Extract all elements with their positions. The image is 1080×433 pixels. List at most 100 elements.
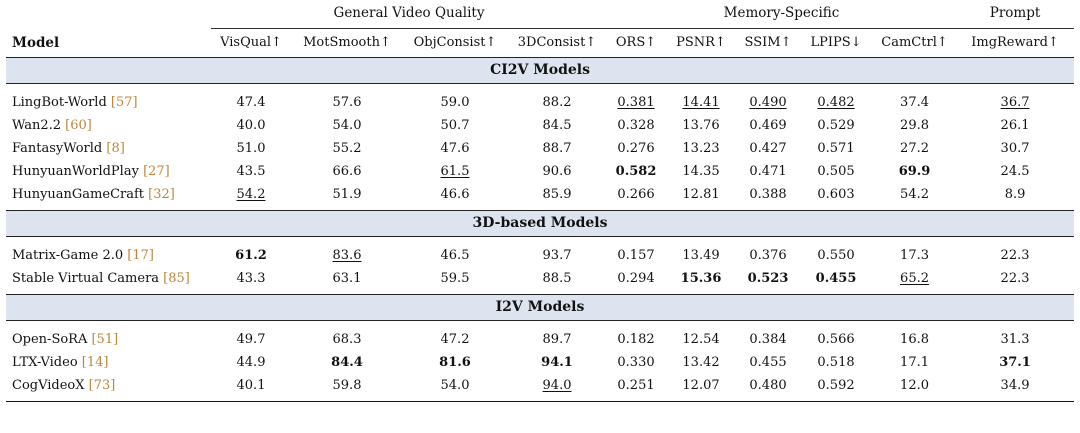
metric-value: 81.6 [439, 355, 471, 370]
model-name: Stable Virtual Camera [12, 271, 164, 286]
citation-link[interactable]: [57] [110, 95, 138, 110]
value-cell: 0.376 [737, 237, 799, 268]
metric-value: 12.0 [900, 378, 929, 393]
metric-value: 36.7 [1000, 95, 1030, 110]
value-cell: 89.7 [507, 321, 607, 352]
citation-link[interactable]: [51] [91, 332, 119, 347]
metric-value: 0.330 [617, 355, 655, 370]
value-cell: 93.7 [507, 237, 607, 268]
metric-value: 84.5 [542, 118, 572, 133]
metric-value: 51.9 [332, 187, 362, 202]
metric-value: 13.49 [682, 248, 720, 263]
metric-value: 0.469 [749, 118, 787, 133]
table-row: FantasyWorld [8] 51.0 55.2 47.6 88.7 0.276 13.… [6, 137, 1074, 160]
value-cell: 66.6 [291, 160, 403, 183]
metric-value: 40.1 [236, 378, 266, 393]
section-header-row: CI2V Models [6, 57, 1075, 84]
model-name: Matrix-Game 2.0 [12, 248, 128, 263]
value-cell: 31.3 [956, 321, 1074, 352]
metric-value: 0.566 [817, 332, 855, 347]
metric-value: 0.582 [615, 164, 657, 179]
value-cell: 27.2 [873, 137, 956, 160]
value-cell: 0.592 [799, 374, 874, 402]
citation-link[interactable]: [27] [143, 164, 170, 179]
value-cell: 59.0 [403, 84, 507, 115]
metric-value: 51.0 [236, 141, 266, 156]
value-cell: 47.4 [211, 84, 291, 115]
metric-value: 0.381 [617, 95, 655, 110]
col-psnr: PSNR↑ [676, 35, 726, 50]
value-cell: 17.1 [873, 351, 956, 374]
value-cell: 90.6 [507, 160, 607, 183]
model-name: CogVideoX [12, 378, 89, 393]
metric-value: 12.54 [682, 332, 720, 347]
value-cell: 47.2 [403, 321, 507, 352]
table-row: HunyuanGameCraft [32] 54.2 51.9 46.6 85.9 0.2… [6, 183, 1074, 211]
value-cell: 0.566 [799, 321, 873, 352]
value-cell: 22.3 [956, 237, 1074, 268]
group-memory-specific: Memory-Specific [607, 0, 957, 29]
value-cell: 0.550 [799, 237, 873, 268]
value-cell: 34.9 [956, 374, 1075, 402]
table-row: Wan2.2 [60] 40.0 54.0 50.7 84.5 0.328 13.76 0.4… [6, 114, 1074, 137]
value-cell: 65.2 [873, 267, 956, 295]
metric-value: 17.3 [900, 248, 929, 263]
value-cell: 84.4 [291, 351, 403, 374]
metric-value: 43.3 [236, 271, 266, 286]
section-header-row: I2V Models [6, 294, 1075, 321]
metric-value: 0.427 [749, 141, 787, 156]
citation-link[interactable]: [60] [65, 118, 92, 133]
metric-value: 46.5 [440, 248, 470, 263]
metric-value: 49.7 [236, 332, 266, 347]
value-cell: 0.381 [607, 84, 665, 115]
metric-value: 13.42 [682, 355, 720, 370]
metric-value: 93.7 [542, 248, 572, 263]
metric-value: 54.2 [900, 187, 929, 202]
citation-link[interactable]: [17] [127, 248, 154, 263]
value-cell: 40.0 [211, 114, 291, 137]
value-cell: 37.4 [873, 84, 956, 115]
metric-value: 0.592 [817, 378, 855, 393]
metric-value: 14.35 [682, 164, 720, 179]
citation-link[interactable]: [85] [163, 271, 190, 286]
table-row: Open-SoRA [51] 49.7 68.3 47.2 89.7 0.182 12.54… [6, 321, 1074, 352]
metric-value: 30.7 [1000, 141, 1030, 156]
metric-value: 0.294 [617, 271, 655, 286]
value-cell: 44.9 [211, 351, 291, 374]
metric-value: 27.2 [900, 141, 929, 156]
metric-value: 47.6 [440, 141, 470, 156]
metric-value: 12.07 [682, 378, 720, 393]
metric-value: 69.9 [898, 164, 931, 179]
citation-link[interactable]: [8] [106, 141, 125, 156]
value-cell: 94.0 [507, 374, 608, 402]
metric-value: 83.6 [332, 248, 362, 263]
value-cell: 17.3 [873, 237, 956, 268]
value-cell: 55.2 [291, 137, 403, 160]
value-cell: 43.5 [211, 160, 291, 183]
model-name: LingBot-World [12, 95, 111, 110]
model-name: Open-SoRA [12, 332, 92, 347]
model-name-cell: Open-SoRA [51] [6, 321, 211, 352]
metric-value: 0.384 [749, 332, 787, 347]
metric-value: 59.0 [440, 95, 470, 110]
col-visqual: VisQual↑ [220, 35, 282, 50]
value-cell: 0.266 [607, 183, 665, 211]
value-cell: 15.36 [665, 267, 737, 295]
metric-value: 0.182 [617, 332, 655, 347]
metric-value: 29.8 [900, 118, 929, 133]
metric-value: 31.3 [1000, 332, 1030, 347]
value-cell: 0.328 [607, 114, 665, 137]
value-cell: 0.294 [607, 267, 665, 295]
model-name: LTX-Video [12, 355, 82, 370]
metric-value: 15.36 [680, 271, 722, 286]
metric-value: 34.9 [1000, 378, 1030, 393]
value-cell: 50.7 [403, 114, 507, 137]
citation-link[interactable]: [73] [88, 378, 116, 393]
metric-value: 50.7 [440, 118, 470, 133]
citation-link[interactable]: [14] [81, 355, 109, 370]
model-name-cell: LingBot-World [57] [6, 84, 211, 115]
citation-link[interactable]: [32] [148, 187, 175, 202]
value-cell: 0.251 [607, 374, 666, 402]
model-name-cell: LTX-Video [14] [6, 351, 211, 374]
metric-value: 0.490 [749, 95, 787, 110]
